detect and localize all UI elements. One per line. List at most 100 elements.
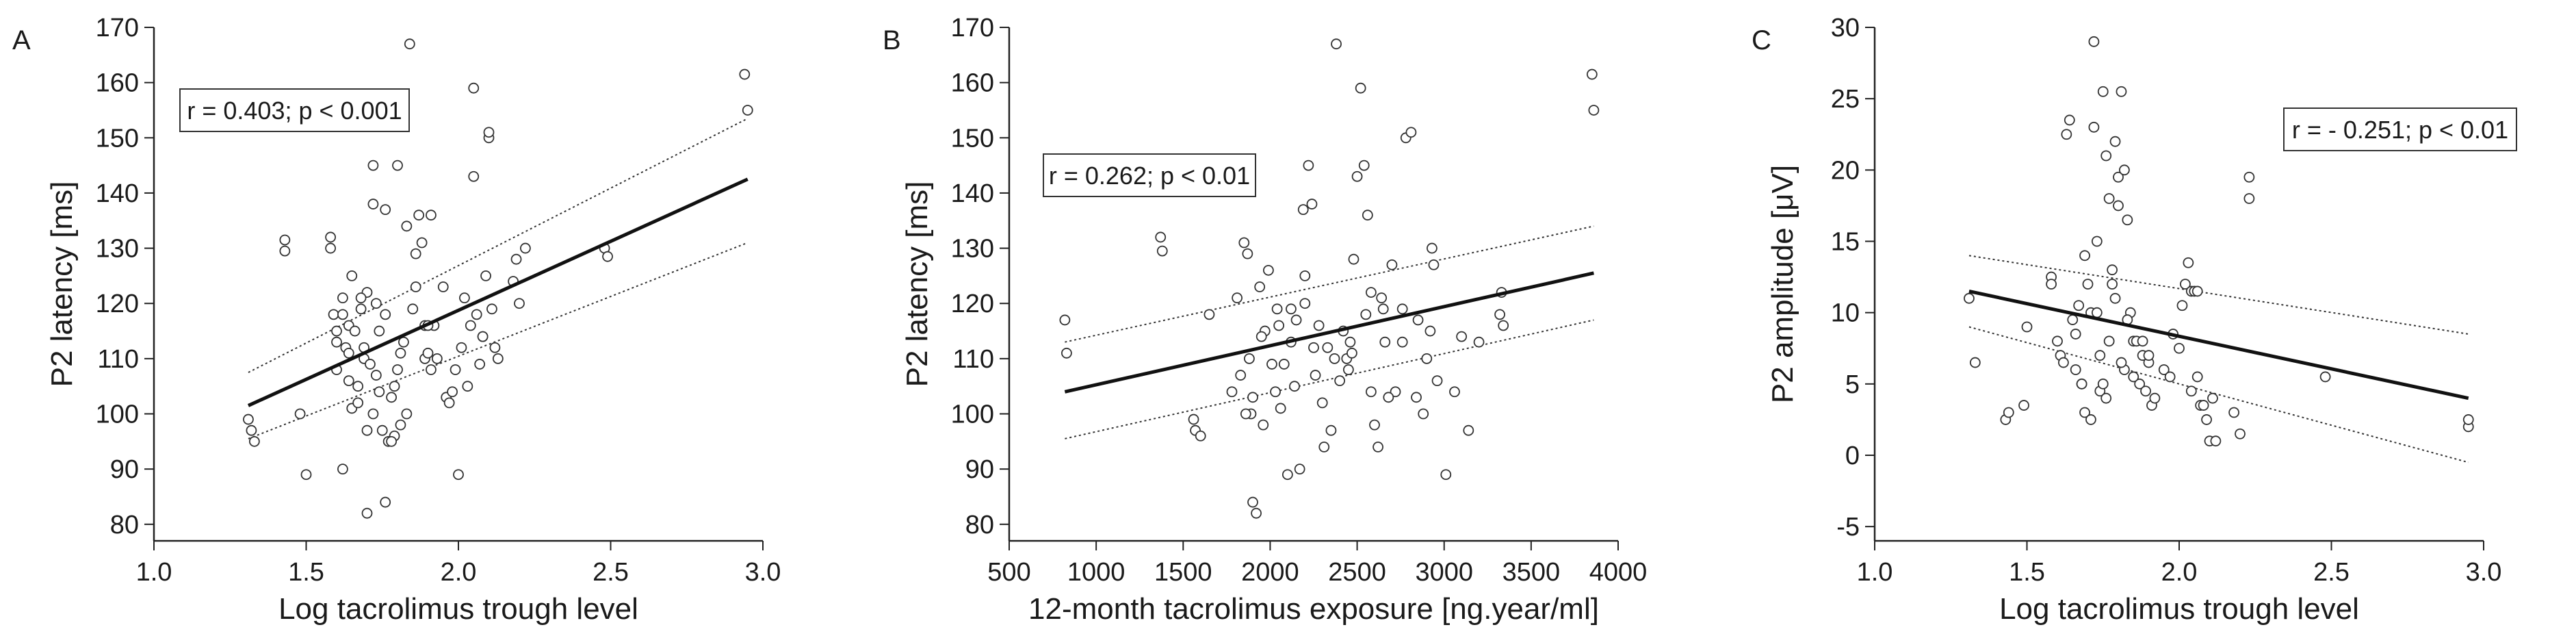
- data-point: [367, 160, 379, 171]
- data-point: [1344, 336, 1356, 348]
- data-point: [2070, 329, 2081, 340]
- y-tick-label: 100: [96, 400, 139, 429]
- data-point: [1251, 507, 1262, 519]
- data-point: [346, 270, 358, 281]
- annotation-box: [2283, 107, 2517, 151]
- data-point: [422, 347, 434, 359]
- y-tick-label: 5: [1845, 370, 1860, 399]
- data-point: [1286, 303, 1297, 315]
- data-point: [456, 342, 467, 353]
- x-tick-label: 2000: [1241, 558, 1299, 587]
- data-point: [343, 347, 354, 359]
- data-point: [279, 234, 291, 246]
- data-point: [367, 199, 379, 209]
- data-point: [337, 309, 348, 320]
- data-point: [1411, 392, 1422, 403]
- data-point: [426, 364, 437, 375]
- data-point: [468, 170, 480, 182]
- data-point: [392, 364, 403, 375]
- data-point: [1156, 245, 1168, 257]
- data-point: [410, 248, 421, 259]
- data-point: [374, 386, 385, 398]
- y-tick-label: 0: [1845, 442, 1860, 470]
- x-tick-label: 2.5: [2313, 558, 2350, 587]
- annotation-text: r = - 0.251; p < 0.01: [2292, 116, 2508, 144]
- data-point: [742, 105, 753, 116]
- data-point: [2109, 136, 2121, 147]
- panel-letter: C: [1752, 25, 1771, 55]
- data-point: [1379, 336, 1391, 348]
- data-point: [489, 342, 501, 353]
- data-point: [410, 281, 421, 292]
- data-point: [471, 309, 482, 320]
- data-point: [1240, 408, 1251, 420]
- data-point: [361, 507, 373, 519]
- x-tick-label: 2.0: [2161, 558, 2198, 587]
- y-tick-label: 170: [96, 14, 139, 42]
- data-point: [2109, 292, 2121, 304]
- data-point: [380, 496, 391, 508]
- panel-letter: A: [12, 25, 31, 55]
- data-point: [407, 303, 419, 315]
- x-tick-label: 2.0: [441, 558, 477, 587]
- data-point: [2076, 378, 2087, 390]
- data-point: [2201, 414, 2212, 425]
- y-tick-label: 150: [96, 124, 139, 153]
- data-point: [2097, 378, 2109, 390]
- data-point: [246, 424, 257, 436]
- data-point: [492, 353, 504, 364]
- data-point: [480, 270, 491, 281]
- data-point: [1449, 386, 1460, 398]
- data-point: [1331, 38, 1342, 50]
- data-point: [331, 325, 342, 337]
- data-point: [1059, 314, 1071, 326]
- data-point: [1405, 127, 1417, 138]
- data-point: [1270, 386, 1281, 398]
- data-point: [2191, 371, 2203, 383]
- data-point: [468, 82, 480, 94]
- data-point: [2116, 86, 2127, 97]
- y-tick-label: 10: [1831, 299, 1860, 328]
- data-point: [365, 359, 376, 370]
- y-tick-label: 20: [1831, 156, 1860, 185]
- data-point: [1325, 424, 1337, 436]
- data-point: [1473, 336, 1485, 348]
- data-point: [389, 381, 400, 392]
- data-point: [2091, 307, 2103, 318]
- data-point: [413, 209, 425, 221]
- data-point: [355, 303, 367, 315]
- x-tick-label: 3500: [1502, 558, 1561, 587]
- data-point: [2107, 279, 2118, 290]
- data-point: [2118, 164, 2130, 176]
- data-point: [2137, 335, 2148, 347]
- data-point: [514, 298, 525, 309]
- data-point: [1306, 199, 1318, 209]
- data-point: [1155, 231, 1167, 243]
- data-point: [1427, 242, 1437, 254]
- data-point: [1061, 347, 1072, 359]
- data-point: [2183, 257, 2194, 268]
- data-point: [325, 242, 337, 254]
- data-point: [398, 336, 409, 348]
- data-point: [1431, 375, 1443, 387]
- data-point: [1282, 469, 1293, 481]
- data-point: [1242, 248, 1253, 259]
- data-point: [1266, 359, 1277, 370]
- data-point: [1355, 82, 1366, 94]
- data-point: [1362, 209, 1373, 221]
- data-point: [450, 364, 461, 375]
- data-point: [2052, 335, 2063, 347]
- data-point: [1366, 287, 1377, 298]
- data-point: [2462, 414, 2474, 425]
- data-point: [2149, 392, 2161, 404]
- annotation-box: [179, 88, 410, 132]
- data-point: [1360, 309, 1372, 320]
- data-point: [474, 359, 486, 370]
- annotation-text: r = 0.262; p < 0.01: [1049, 162, 1250, 190]
- data-point: [1366, 386, 1377, 398]
- data-point: [401, 220, 413, 232]
- y-tick-label: 25: [1831, 85, 1860, 114]
- data-point: [392, 160, 403, 171]
- data-point: [1463, 424, 1474, 436]
- y-tick-label: 140: [96, 179, 139, 208]
